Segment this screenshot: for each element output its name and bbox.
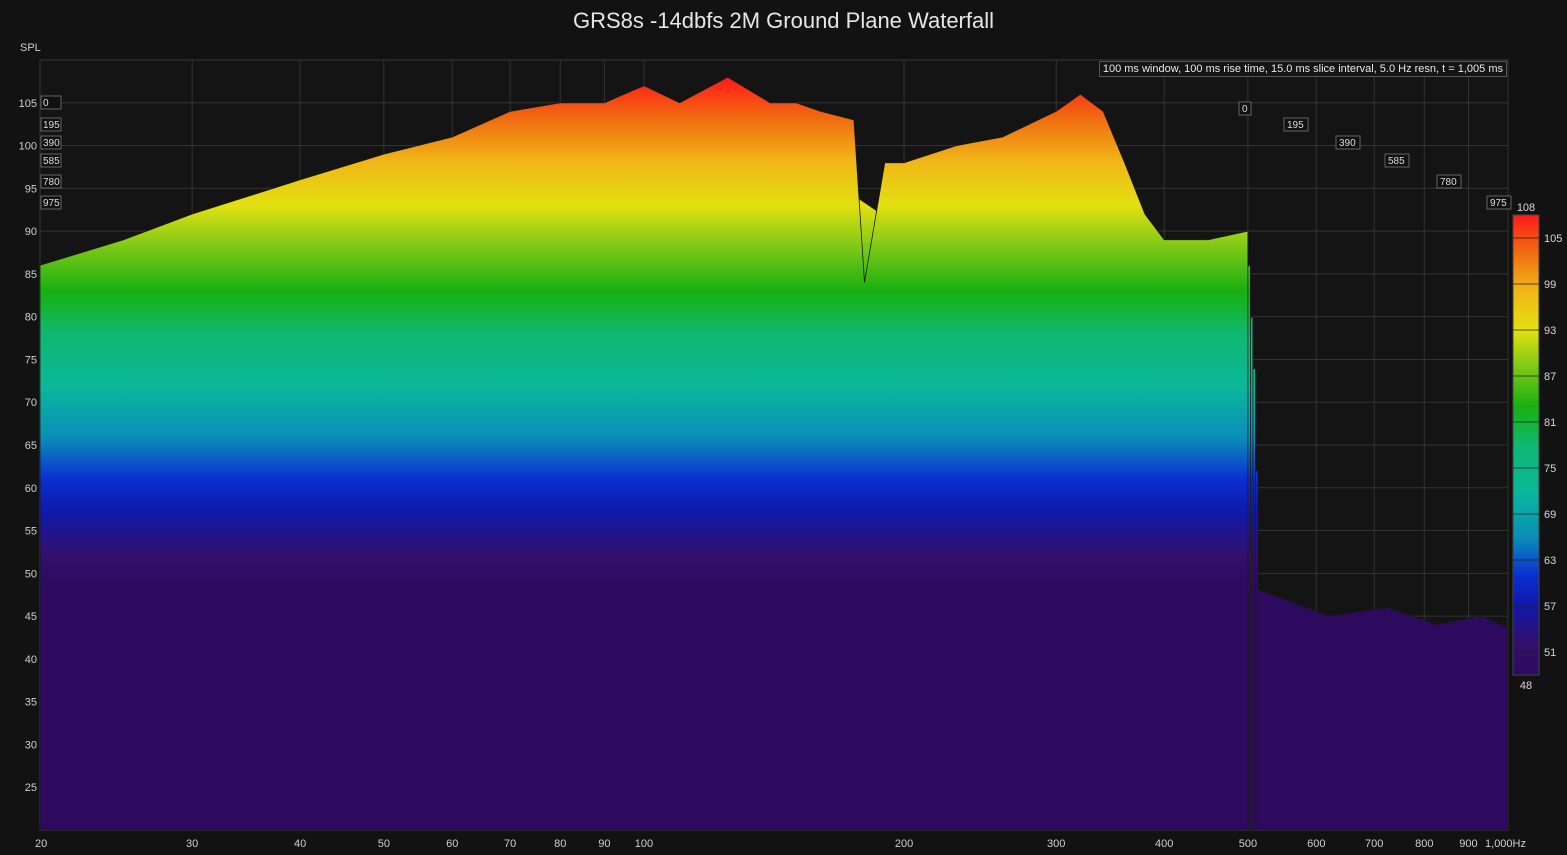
colorbar-tick-label: 69 [1544, 509, 1556, 521]
x-tick-label: 70 [504, 838, 516, 850]
time-label-right-box [1238, 101, 1252, 116]
time-label-left-box [40, 117, 62, 132]
time-label-right-text: 780 [1440, 177, 1457, 188]
axes: 25 30 35 40 45 50 55 60 65 70 75 80 85 90 95 100 105 20 30… [19, 95, 1526, 850]
y-tick-label: 40 [25, 654, 37, 666]
y-tick-label: 25 [25, 782, 37, 794]
slice-0ms [40, 76, 1249, 830]
x-tick-label: 30 [186, 838, 198, 850]
x-tick-label: 40 [294, 838, 306, 850]
y-tick-label: 50 [25, 568, 37, 580]
time-label-right-text: 390 [1339, 138, 1356, 149]
time-label-right: 195 [1283, 117, 1309, 132]
colorbar-scale [1512, 214, 1540, 676]
x-tick-label: 20 [35, 838, 47, 850]
time-label-left-text: 195 [43, 120, 60, 131]
y-tick-label: 55 [25, 526, 37, 538]
x-tick-label: 400 [1155, 838, 1173, 850]
x-tick-label: 60 [446, 838, 458, 850]
x-tick-label: 50 [378, 838, 390, 850]
chart-title: GRS8s -14dbfs 2M Ground Plane Waterfall [572, 8, 995, 33]
colorbar-tick-label: 93 [1544, 325, 1556, 337]
time-label-left-text: 0 [43, 98, 49, 109]
time-label-right-box [1384, 153, 1410, 168]
colorbar-tick-label: 87 [1544, 371, 1556, 383]
y-tick-label: 100 [19, 141, 37, 153]
colorbar-tick-label: 57 [1544, 601, 1556, 613]
y-tick-label: 85 [25, 269, 37, 281]
time-label-left: 390 [40, 135, 62, 150]
time-label-right: 975 [1486, 195, 1512, 210]
time-label-left-box [40, 135, 62, 150]
time-label-right-box [1335, 135, 1361, 150]
time-label-left: 975 [40, 195, 62, 210]
colorbar-tick-label: 105 [1544, 233, 1562, 245]
y-tick-label: 105 [19, 98, 37, 110]
y-tick-label: 35 [25, 697, 37, 709]
time-label-right: 780 [1436, 174, 1462, 189]
x-tick-label: 700 [1365, 838, 1383, 850]
time-label-right-text: 975 [1490, 198, 1507, 209]
time-label-left-box [40, 95, 62, 110]
time-label-left-box [40, 174, 62, 189]
x-tick-label: 900 [1459, 838, 1477, 850]
y-tick-label: 65 [25, 440, 37, 452]
x-tick-label: 90 [598, 838, 610, 850]
y-tick-label: 30 [25, 739, 37, 751]
waterfall-surface [40, 76, 1508, 830]
time-label-left-box [40, 153, 62, 168]
colorbar-tick-label: 81 [1544, 417, 1556, 429]
time-label-left: 585 [40, 153, 62, 168]
time-label-right-box [1283, 117, 1309, 132]
x-tick-label: 300 [1047, 838, 1065, 850]
time-label-left: 780 [40, 174, 62, 189]
y-axis-label: SPL [20, 42, 41, 54]
y-tick-label: 60 [25, 483, 37, 495]
colorbar-max-label: 108 [1517, 202, 1535, 214]
time-label-right-text: 195 [1287, 120, 1304, 131]
time-label-right-box [1436, 174, 1462, 189]
colorbar-tick-label: 51 [1544, 647, 1556, 659]
x-tick-label: 800 [1415, 838, 1433, 850]
y-tick-label: 75 [25, 354, 37, 366]
time-label-left-text: 390 [43, 138, 60, 149]
x-tick-label: 80 [554, 838, 566, 850]
colorbar-tick-label: 99 [1544, 279, 1556, 291]
colorbar: 51 57 63 69 75 81 87 93 99 105 108 48 [1512, 202, 1562, 692]
time-label-right-text: 0 [1242, 104, 1248, 115]
x-tick-label: 200 [895, 838, 913, 850]
time-label-right: 585 [1384, 153, 1410, 168]
time-label-left-box [40, 195, 62, 210]
measurement-info: 100 ms window, 100 ms rise time, 15.0 ms… [1098, 61, 1507, 77]
y-tick-label: 70 [25, 397, 37, 409]
time-label-left-text: 975 [43, 198, 60, 209]
colorbar-tick-label: 63 [1544, 555, 1556, 567]
time-label-left: 0 [40, 95, 62, 110]
y-tick-label: 80 [25, 312, 37, 324]
time-label-left-text: 585 [43, 156, 60, 167]
x-tick-label: 600 [1307, 838, 1325, 850]
y-tick-label: 45 [25, 611, 37, 623]
time-label-left: 195 [40, 117, 62, 132]
colorbar-min-label: 48 [1520, 680, 1532, 692]
colorbar-tick-label: 75 [1544, 463, 1556, 475]
x-tick-label: 1,000Hz [1485, 838, 1526, 850]
time-label-right-text: 585 [1388, 156, 1405, 167]
time-label-right-box [1486, 195, 1512, 210]
time-label-right: 390 [1335, 135, 1361, 150]
x-tick-label: 500 [1239, 838, 1257, 850]
time-label-left-text: 780 [43, 177, 60, 188]
y-tick-label: 95 [25, 183, 37, 195]
time-label-right: 0 [1238, 101, 1252, 116]
x-tick-label: 100 [635, 838, 653, 850]
y-tick-label: 90 [25, 226, 37, 238]
